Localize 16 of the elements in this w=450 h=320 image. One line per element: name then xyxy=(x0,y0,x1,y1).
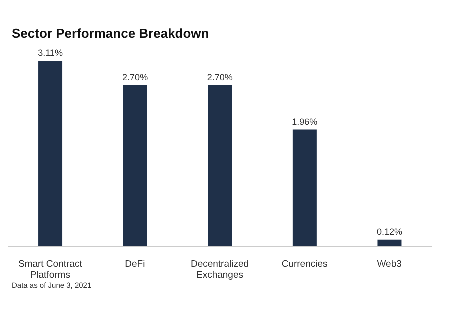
bar xyxy=(292,130,317,247)
x-tick-label: Currencies xyxy=(282,259,328,270)
bar xyxy=(123,86,148,247)
data-label: 3.11% xyxy=(38,48,63,58)
data-label: 0.12% xyxy=(376,226,402,237)
data-label: 1.96% xyxy=(292,116,318,127)
x-tick-label: Decentralized Exchanges xyxy=(190,259,250,281)
x-tick-label: Smart Contract Platforms xyxy=(18,259,83,281)
bar xyxy=(378,240,402,247)
x-tick-label: DeFi xyxy=(125,259,146,270)
chart-title: Sector Performance Breakdown xyxy=(11,25,210,41)
data-label: 2.70% xyxy=(122,72,148,83)
bar xyxy=(38,61,63,247)
data-label: 2.70% xyxy=(207,72,233,83)
x-tick-label: Web3 xyxy=(377,259,402,270)
bar xyxy=(208,86,232,247)
